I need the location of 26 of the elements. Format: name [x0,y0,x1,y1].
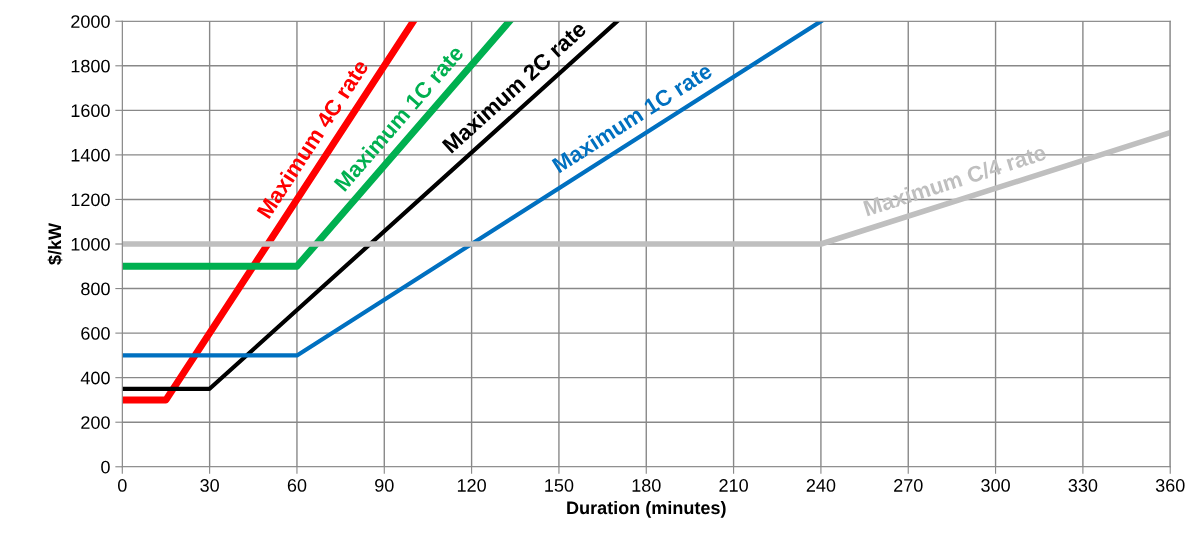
x-tick-label: 90 [375,479,394,492]
y-axis-title: $/kW [47,222,63,265]
x-tick-label: 360 [1155,479,1185,492]
x-tick-label: 60 [287,479,307,492]
y-tick-label: 1600 [71,104,110,118]
x-tick-label: 120 [457,479,486,492]
x-tick-label: 210 [719,479,748,492]
x-tick-label: 30 [200,479,219,492]
x-tick-label: 150 [545,479,574,492]
y-tick-label: 1800 [71,59,110,73]
y-tick-label: 200 [81,416,110,429]
y-tick-label: 800 [81,282,110,296]
x-tick-label: 300 [981,479,1010,492]
x-tick-label: 0 [117,479,127,492]
y-tick-label: 600 [81,327,110,340]
x-tick-label: 240 [806,479,836,492]
y-tick-label: 400 [80,371,110,385]
y-tick-label: 0 [101,460,110,474]
y-tick-label: 1200 [71,193,110,207]
x-tick-label: 330 [1068,479,1098,492]
y-tick-label: 2000 [71,15,110,28]
y-tick-label: 1400 [71,148,110,162]
x-tick-label: 180 [632,479,661,492]
y-tick-label: 1000 [71,237,110,251]
x-axis-title: Duration (minutes) [567,500,726,518]
x-tick-label: 270 [894,479,923,492]
